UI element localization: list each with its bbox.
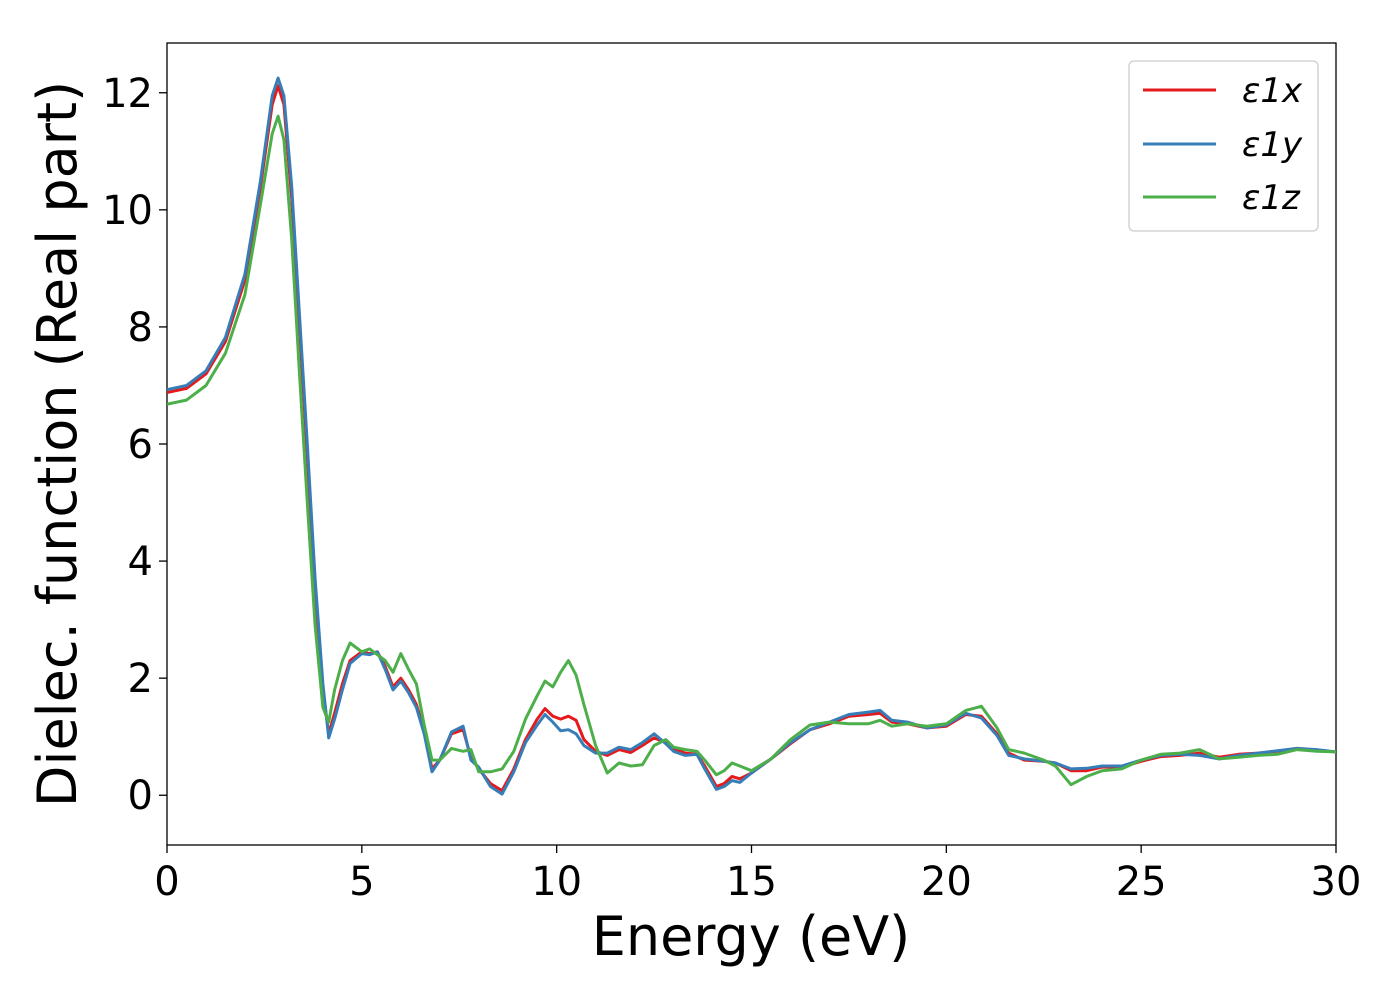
y-tick-label: 0 — [128, 773, 153, 819]
y-tick-label: 8 — [128, 305, 153, 351]
x-tick-label: 25 — [1116, 859, 1167, 905]
y-tick-label: 10 — [102, 188, 153, 234]
series-layer — [167, 76, 1336, 796]
y-tick-label: 4 — [128, 539, 153, 585]
x-tick-label: 30 — [1311, 859, 1362, 905]
y-tick-label: 2 — [128, 656, 153, 702]
x-tick-label: 0 — [154, 859, 179, 905]
legend: ε1x ε1y ε1z — [1128, 60, 1319, 232]
y-tick-label: 12 — [102, 71, 153, 117]
x-tick-label: 10 — [531, 859, 582, 905]
x-axis-ticks: 0 5 10 15 20 25 30 — [154, 845, 1361, 905]
y-axis-title: Dielec. function (Real part) — [26, 81, 89, 807]
x-tick-label: 20 — [921, 859, 972, 905]
x-tick-label: 5 — [349, 859, 374, 905]
x-tick-label: 15 — [726, 859, 777, 905]
series-z-line — [167, 114, 1336, 787]
legend-label-z: ε1z — [1242, 178, 1301, 218]
legend-box — [1128, 60, 1319, 232]
x-axis-title: Energy (eV) — [592, 905, 911, 968]
y-tick-label: 6 — [128, 422, 153, 468]
legend-label-y: ε1y — [1242, 125, 1303, 165]
legend-label-x: ε1x — [1242, 71, 1303, 111]
y-axis-ticks: 0 2 4 6 8 10 12 — [102, 71, 167, 819]
